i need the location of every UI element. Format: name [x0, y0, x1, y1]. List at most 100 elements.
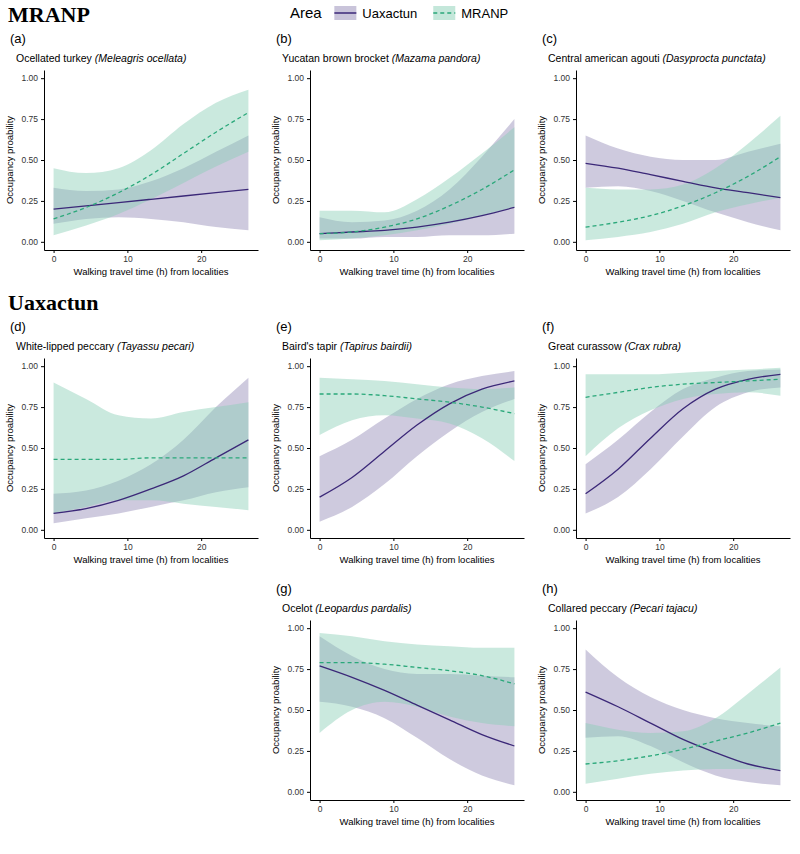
tick: 10 [389, 538, 399, 552]
y-axis: 0.000.250.500.751.00 [553, 71, 576, 251]
x-axis-title: Walking travel time (h) from localities [606, 816, 761, 827]
tick-label: 20 [463, 542, 473, 552]
tick-mark [41, 530, 44, 531]
tick-label: 20 [729, 254, 739, 264]
tick-mark [573, 366, 576, 367]
tick-mark [320, 250, 321, 253]
tick-label: 0.75 [287, 664, 304, 674]
tick: 0.00 [553, 525, 576, 535]
x-axis: 01020 [45, 538, 259, 552]
tick-label: 0.50 [553, 705, 570, 715]
tick-mark [573, 628, 576, 629]
legend-key [334, 6, 356, 20]
tick-label: 0.75 [21, 114, 38, 124]
tick-label: 20 [463, 804, 473, 814]
tick-mark [586, 538, 587, 541]
tick: 20 [729, 250, 739, 264]
tick-label: 10 [123, 542, 133, 552]
tick: 1.00 [287, 623, 310, 633]
tick-label: 1.00 [21, 73, 38, 83]
plot-area [586, 116, 781, 240]
panel: (g)Ocelot (Leopardus pardalis)0.000.250.… [270, 581, 525, 827]
tick-mark [573, 407, 576, 408]
panel-label: (d) [10, 319, 26, 334]
panel-title: Ocelot (Leopardus pardalis) [282, 602, 412, 614]
tick: 0.00 [287, 237, 310, 247]
tick-mark [320, 538, 321, 541]
tick: 0.00 [553, 787, 576, 797]
plot-area [320, 371, 515, 522]
tick-mark [586, 800, 587, 803]
x-axis-title: Walking travel time (h) from localities [606, 266, 761, 277]
y-axis: 0.000.250.500.751.00 [553, 621, 576, 801]
plot-area [54, 90, 249, 236]
tick: 0.00 [287, 525, 310, 535]
tick-mark [733, 250, 734, 253]
legend-line [433, 12, 455, 14]
tick-label: 1.00 [287, 361, 304, 371]
legend-line [334, 12, 356, 14]
tick: 0 [584, 800, 589, 814]
series-line [320, 207, 515, 233]
panel: (b)Yucatan brown brocket (Mazama pandora… [270, 31, 525, 277]
tick: 0.50 [21, 155, 44, 165]
tick-mark [573, 242, 576, 243]
tick-label: 0.25 [21, 196, 38, 206]
tick-label: 0.75 [553, 114, 570, 124]
tick: 20 [197, 538, 207, 552]
plot-area [54, 378, 249, 524]
x-axis: 01020 [577, 250, 791, 264]
y-axis-title: Occupancy proability [536, 404, 547, 492]
tick-label: 1.00 [553, 73, 570, 83]
tick: 10 [123, 538, 133, 552]
tick-mark [467, 800, 468, 803]
tick-mark [573, 710, 576, 711]
series-line [320, 170, 515, 234]
legend-label: MRANP [461, 6, 508, 21]
tick-mark [41, 242, 44, 243]
tick-label: 1.00 [553, 623, 570, 633]
tick: 0 [318, 538, 323, 552]
tick-mark [41, 448, 44, 449]
legend-label: Uaxactun [362, 6, 417, 21]
panel-title: Great curassow (Crax rubra) [548, 340, 681, 352]
axis-line [576, 71, 577, 251]
axis-line [310, 621, 311, 801]
tick-label: 0.50 [553, 443, 570, 453]
tick-mark [467, 538, 468, 541]
y-axis-title: Occupancy proability [536, 666, 547, 754]
axis-line [44, 359, 45, 539]
tick-label: 0.25 [553, 196, 570, 206]
tick-mark [54, 250, 55, 253]
y-axis: 0.000.250.500.751.00 [287, 359, 310, 539]
tick-mark [573, 530, 576, 531]
axis-line [45, 538, 259, 539]
panel: (e) Baird's tapir (Tapirus bairdii) 0.00 0.… [270, 319, 525, 565]
tick-mark [307, 160, 310, 161]
x-axis-title: Walking travel time (h) from localities [340, 266, 495, 277]
tick: 0.25 [553, 746, 576, 756]
series-line [586, 157, 781, 227]
tick: 1.00 [553, 361, 576, 371]
x-axis: 01020 [577, 800, 791, 814]
axis-line [576, 359, 577, 539]
tick: 20 [463, 538, 473, 552]
confidence-band [586, 667, 781, 783]
tick-mark [307, 489, 310, 490]
panel-label: (e) [276, 319, 292, 334]
tick-label: 0.25 [287, 484, 304, 494]
panel-title: Baird's tapir (Tapirus bairdii) [282, 340, 412, 352]
y-axis-title: Occupancy proability [4, 404, 15, 492]
tick: 0.75 [287, 114, 310, 124]
axis-line [45, 250, 259, 251]
tick: 0.50 [287, 705, 310, 715]
confidence-band [320, 378, 515, 461]
tick-label: 10 [389, 542, 399, 552]
plot-area [586, 649, 781, 785]
tick-label: 10 [123, 254, 133, 264]
series-line [586, 723, 781, 764]
x-axis: 01020 [311, 250, 525, 264]
x-axis: 0 10 20 [311, 538, 525, 552]
panel-label: (h) [542, 581, 558, 596]
tick-mark [573, 119, 576, 120]
